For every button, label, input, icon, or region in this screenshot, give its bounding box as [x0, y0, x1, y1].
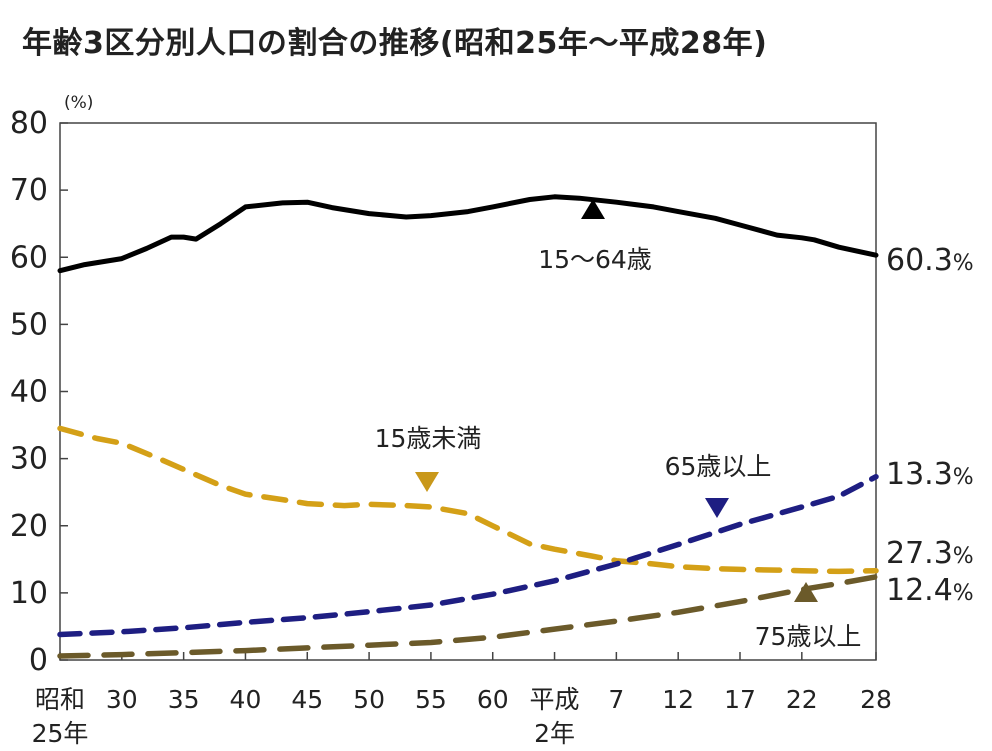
series-marker-triangle-1: [415, 472, 439, 492]
end-value-label-3: 12.4%: [886, 573, 974, 608]
axis-ticks: 0 10 20 30 40 50 60 70 80 (%) 昭和 25年 30 35 40 45 50 55 60 平…: [10, 93, 892, 748]
end-value-label-0: 60.3%: [886, 243, 974, 278]
y-unit-label: (%): [64, 93, 93, 113]
series-marker-triangle-0: [581, 199, 605, 219]
x-tick-label: 17: [724, 685, 756, 714]
percent-sign: %: [953, 465, 974, 490]
y-tick-label: 50: [10, 307, 48, 342]
x-tick-label: 12: [662, 685, 694, 714]
y-tick-label: 60: [10, 240, 48, 275]
series-lines: [57, 194, 879, 659]
y-tick-label: 10: [10, 576, 48, 611]
series-line-0: [57, 194, 879, 274]
y-tick-label: 30: [10, 442, 48, 477]
end-value-label-2: 27.3%: [886, 536, 974, 571]
series-line-3: [57, 574, 879, 659]
percent-sign: %: [953, 544, 974, 569]
plot-border: [59, 122, 877, 661]
x-tick-label-second-line: 2年: [534, 719, 575, 748]
x-tick-label: 平成: [530, 685, 580, 714]
x-tick-label: 22: [786, 685, 818, 714]
x-tick-label: 7: [608, 685, 624, 714]
series-marker-triangle-2: [705, 498, 729, 518]
x-tick-label: 昭和: [35, 685, 85, 714]
series-labels: 60.3% 13.3% 27.3%12.4% 15～64歳 15歳未満 65歳以上 75歳以…: [375, 199, 974, 651]
x-tick-label: 60: [477, 685, 509, 714]
x-tick-label: 55: [415, 685, 447, 714]
plot-frame: [59, 122, 877, 661]
series-label-2: 65歳以上: [665, 452, 772, 481]
series-label-1: 15歳未満: [375, 424, 482, 453]
series-line-2: [57, 473, 879, 638]
series-label-0: 15～64歳: [538, 245, 652, 274]
x-tick-label: 28: [860, 685, 892, 714]
x-tick-label: 50: [353, 685, 385, 714]
percent-sign: %: [953, 581, 974, 606]
x-tick-label-second-line: 25年: [32, 719, 89, 748]
series-label-3: 75歳以上: [755, 622, 862, 651]
y-tick-label: 80: [10, 106, 48, 141]
y-tick-label: 40: [10, 375, 48, 410]
y-tick-label: 0: [29, 643, 48, 678]
percent-sign: %: [953, 251, 974, 276]
y-tick-label: 70: [10, 173, 48, 208]
series-line-1: [57, 425, 879, 575]
x-tick-label: 45: [291, 685, 323, 714]
chart-title: 年齢3区分別人口の割合の推移(昭和25年～平成28年): [22, 26, 768, 61]
end-value-label-1: 13.3%: [886, 457, 974, 492]
series-marker-triangle-3: [794, 582, 818, 602]
x-tick-label: 35: [168, 685, 200, 714]
x-tick-label: 40: [230, 685, 262, 714]
y-tick-label: 20: [10, 509, 48, 544]
x-tick-label: 30: [106, 685, 138, 714]
